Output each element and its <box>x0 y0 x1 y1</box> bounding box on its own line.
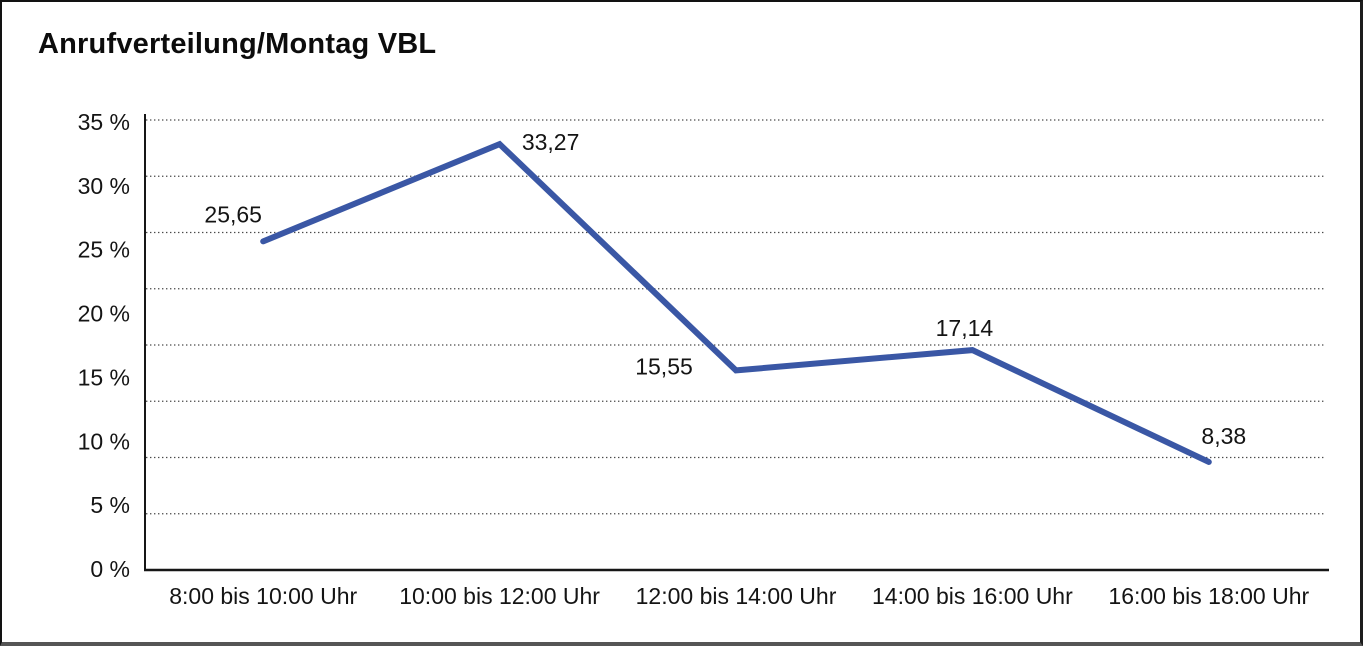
y-tick-label: 0 % <box>90 556 130 582</box>
x-tick-label: 12:00 bis 14:00 Uhr <box>636 583 837 609</box>
data-point-label: 15,55 <box>635 353 693 379</box>
data-point-label: 17,14 <box>936 315 994 341</box>
data-point-label: 8,38 <box>1201 423 1246 449</box>
data-point-label: 33,27 <box>522 129 580 155</box>
series-line <box>260 140 1212 465</box>
y-tick-label: 30 % <box>78 173 130 199</box>
y-tick-label: 10 % <box>78 428 130 454</box>
y-tick-label: 35 % <box>78 109 130 135</box>
x-tick-label: 16:00 bis 18:00 Uhr <box>1108 583 1309 609</box>
y-tick-label: 15 % <box>78 364 130 390</box>
data-point-label: 25,65 <box>204 201 262 227</box>
x-tick-label: 10:00 bis 12:00 Uhr <box>399 583 600 609</box>
y-tick-label: 20 % <box>78 301 130 327</box>
y-tick-label: 25 % <box>78 237 130 263</box>
x-tick-label: 14:00 bis 16:00 Uhr <box>872 583 1073 609</box>
chart-title: Anrufverteilung/Montag VBL <box>38 28 437 60</box>
y-tick-label: 5 % <box>90 492 130 518</box>
x-tick-label: 8:00 bis 10:00 Uhr <box>169 583 357 609</box>
